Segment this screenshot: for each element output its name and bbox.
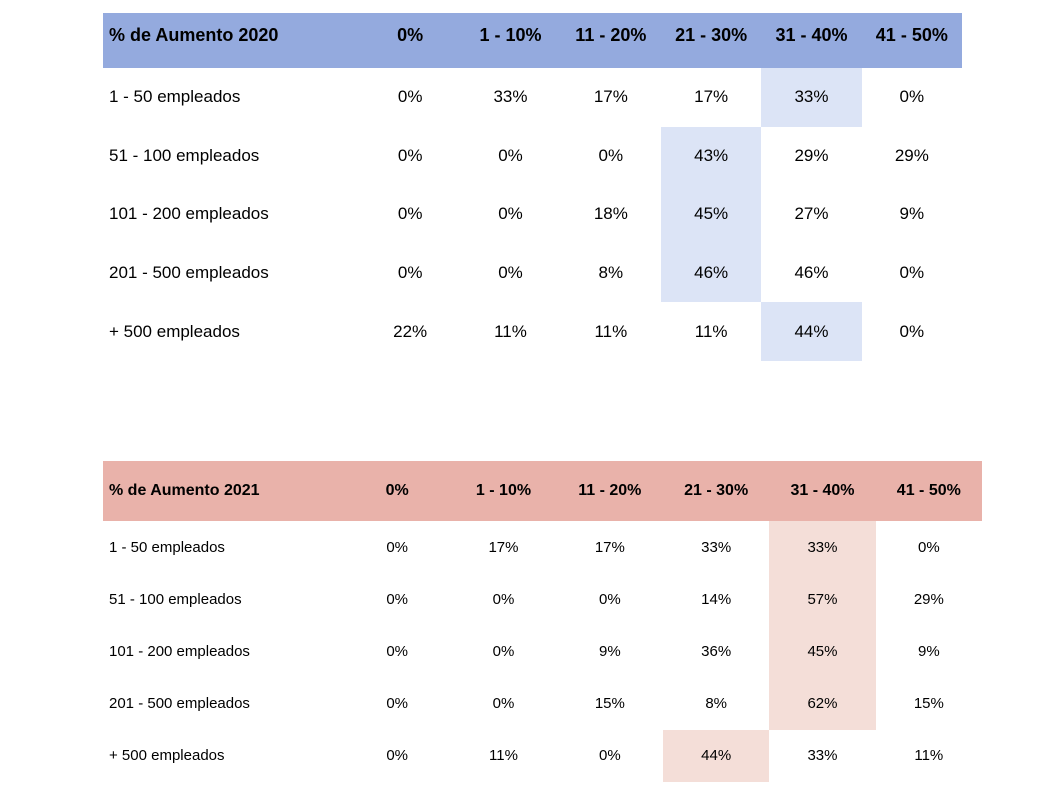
table-row: + 500 empleados 22% 11% 11% 11% 44% 0% — [103, 302, 962, 361]
column-header-cell: 31 - 40% — [775, 24, 848, 45]
column-header-cell: 21 - 30% — [684, 482, 749, 499]
value-cell: 0% — [598, 590, 621, 608]
value-cell: 0% — [397, 145, 423, 165]
value-cell: 29% — [913, 590, 944, 608]
value-cell: 0% — [397, 87, 423, 107]
value-cell: 11% — [489, 747, 518, 765]
row-label-cell: 1 - 50 empleados — [109, 538, 225, 556]
value-cell: 36% — [701, 642, 732, 660]
column-header-cell: 1 - 10% — [479, 24, 542, 45]
value-cell-highlighted: 45% — [661, 185, 762, 244]
value-cell: 0% — [899, 87, 925, 107]
value-cell-highlighted: 46% — [661, 243, 762, 303]
value-cell: 0% — [917, 538, 940, 556]
row-label-cell: 201 - 500 empleados — [109, 695, 250, 713]
value-cell-highlighted: 62% — [769, 677, 876, 730]
value-cell: 17% — [694, 87, 729, 107]
value-cell: 0% — [899, 321, 925, 341]
table-row: 1 - 50 empleados 0% 33% 17% 17% 33% 0% — [103, 68, 962, 127]
value-cell: 0% — [386, 642, 408, 660]
column-header-cell: 41 - 50% — [875, 24, 948, 45]
value-cell: 33% — [493, 87, 528, 107]
table-aumento-2021: % de Aumento 2021 0% 1 - 10% 11 - 20% 21… — [103, 461, 982, 782]
value-cell: 8% — [598, 263, 624, 283]
value-cell: 27% — [794, 204, 829, 224]
value-cell: 0% — [397, 263, 423, 283]
row-label-cell: + 500 empleados — [109, 321, 240, 341]
value-cell: 0% — [598, 145, 624, 165]
value-cell-highlighted: 57% — [769, 573, 876, 626]
table-row: 101 - 200 empleados 0% 0% 18% 45% 27% 9% — [103, 185, 962, 244]
table-row: 101 - 200 empleados 0% 0% 9% 36% 45% 9% — [103, 625, 982, 678]
row-label-cell: 101 - 200 empleados — [109, 642, 250, 660]
table-title-cell: % de Aumento 2020 — [109, 24, 279, 45]
column-header-cell: 0% — [397, 24, 424, 45]
value-cell: 17% — [488, 538, 519, 556]
table-row: + 500 empleados 0% 11% 0% 44% 33% 11% — [103, 729, 982, 782]
table-header-row: % de Aumento 2020 0% 1 - 10% 11 - 20% 21… — [103, 13, 962, 68]
column-header-cell: 31 - 40% — [790, 482, 855, 499]
value-cell-highlighted: 43% — [661, 126, 762, 186]
table-row: 1 - 50 empleados 0% 17% 17% 33% 33% 0% — [103, 521, 982, 574]
row-label-cell: 201 - 500 empleados — [109, 263, 269, 283]
value-cell-highlighted: 33% — [761, 68, 862, 127]
value-cell: 11% — [694, 321, 728, 341]
column-header-cell: 21 - 30% — [675, 24, 748, 45]
value-cell: 33% — [701, 538, 732, 556]
column-header-cell: 11 - 20% — [575, 24, 647, 45]
value-cell: 9% — [917, 642, 940, 660]
value-cell-highlighted: 33% — [769, 521, 876, 574]
value-cell: 15% — [594, 695, 625, 713]
value-cell: 0% — [386, 590, 408, 608]
value-cell: 18% — [593, 204, 628, 224]
value-cell: 8% — [705, 695, 727, 713]
value-cell: 11% — [494, 321, 527, 341]
table-title-cell: % de Aumento 2021 — [109, 482, 260, 499]
table-aumento-2020: % de Aumento 2020 0% 1 - 10% 11 - 20% 21… — [103, 13, 962, 361]
value-cell: 0% — [498, 263, 523, 283]
row-label-cell: 1 - 50 empleados — [109, 87, 241, 107]
value-cell: 0% — [386, 538, 408, 556]
value-cell-highlighted: 45% — [769, 625, 876, 678]
value-cell: 9% — [899, 204, 925, 224]
value-cell: 0% — [498, 204, 523, 224]
value-cell: 0% — [492, 642, 515, 660]
value-cell: 22% — [393, 321, 428, 341]
value-cell: 46% — [794, 263, 829, 283]
value-cell: 15% — [913, 695, 944, 713]
value-cell: 0% — [397, 204, 423, 224]
value-cell-highlighted: 44% — [663, 729, 770, 782]
value-cell: 17% — [593, 87, 628, 107]
table-row: 51 - 100 empleados 0% 0% 0% 43% 29% 29% — [103, 126, 962, 186]
value-cell: 0% — [498, 145, 523, 165]
value-cell: 29% — [894, 145, 929, 165]
column-header-cell: 11 - 20% — [578, 482, 642, 499]
column-header-cell: 0% — [385, 482, 409, 499]
table-header-row: % de Aumento 2021 0% 1 - 10% 11 - 20% 21… — [103, 461, 982, 521]
row-label-cell: 101 - 200 empleados — [109, 204, 269, 224]
table-row: 51 - 100 empleados 0% 0% 0% 14% 57% 29% — [103, 573, 982, 626]
row-label-cell: + 500 empleados — [109, 747, 225, 765]
value-cell: 29% — [794, 145, 829, 165]
value-cell: 11% — [914, 747, 944, 765]
table-row: 201 - 500 empleados 0% 0% 15% 8% 62% 15% — [103, 677, 982, 730]
column-header-cell: 1 - 10% — [475, 482, 532, 499]
table-row: 201 - 500 empleados 0% 0% 8% 46% 46% 0% — [103, 243, 962, 303]
value-cell: 0% — [492, 590, 515, 608]
value-cell-highlighted: 44% — [761, 302, 862, 361]
value-cell: 0% — [386, 747, 408, 765]
row-label-cell: 51 - 100 empleados — [109, 590, 242, 608]
value-cell: 9% — [598, 642, 621, 660]
value-cell: 11% — [594, 321, 628, 341]
row-label-cell: 51 - 100 empleados — [109, 145, 260, 165]
value-cell: 0% — [386, 695, 408, 713]
value-cell: 14% — [701, 590, 732, 608]
column-header-cell: 41 - 50% — [896, 482, 961, 499]
value-cell: 0% — [598, 747, 621, 765]
value-cell: 0% — [492, 695, 515, 713]
value-cell: 17% — [594, 538, 625, 556]
value-cell: 0% — [899, 263, 925, 283]
value-cell: 33% — [807, 747, 838, 765]
